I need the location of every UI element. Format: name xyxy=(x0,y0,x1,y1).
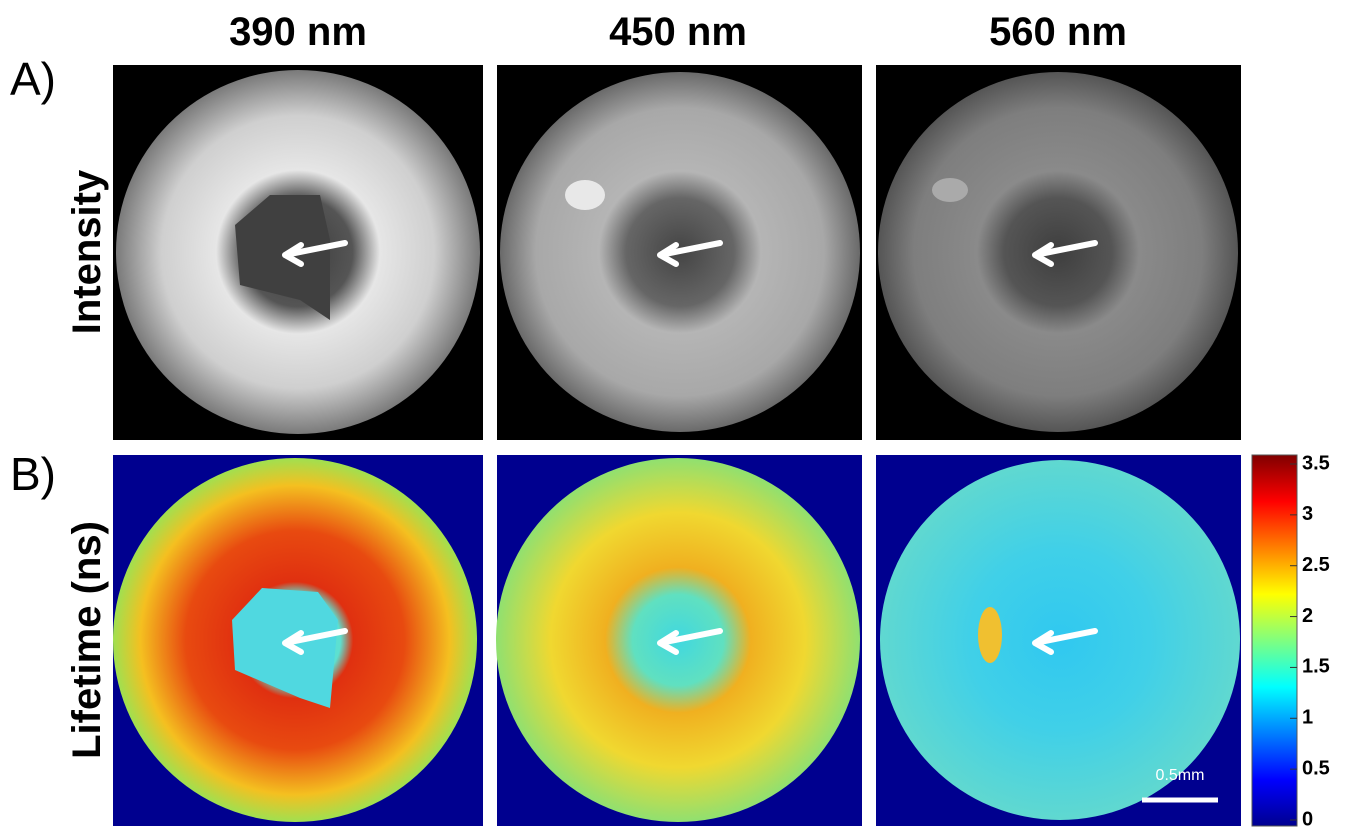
panel-label: B) xyxy=(10,448,56,500)
lifetime-390 xyxy=(113,455,483,826)
row-label: Lifetime (ns) xyxy=(65,521,109,759)
colorbar xyxy=(1252,455,1297,826)
row-label: Intensity xyxy=(65,169,109,334)
scale-bar-label: 0.5mm xyxy=(1156,767,1205,784)
colorbar-tick-label: 2 xyxy=(1302,605,1313,627)
figure: 390 nm 450 nm 560 nm A) B) Intensity Lif… xyxy=(0,0,1350,831)
colorbar-tick-label: 2.5 xyxy=(1302,554,1330,576)
colorbar-tick-label: 0 xyxy=(1302,808,1313,830)
colorbar-tick-label: 3 xyxy=(1302,503,1313,525)
column-title: 390 nm xyxy=(229,10,367,54)
colorbar-tick-label: 0.5 xyxy=(1302,757,1330,779)
lifetime-450 xyxy=(496,455,862,826)
column-title: 450 nm xyxy=(609,10,747,54)
lifetime-560: 0.5mm xyxy=(876,455,1241,826)
column-title: 560 nm xyxy=(989,10,1127,54)
panel-label: A) xyxy=(10,53,56,105)
intensity-560 xyxy=(876,65,1241,440)
colorbar-tick-label: 3.5 xyxy=(1302,452,1330,474)
intensity-450 xyxy=(497,65,862,440)
colorbar-tick-label: 1 xyxy=(1302,707,1313,729)
colorbar-tick-label: 1.5 xyxy=(1302,656,1330,678)
intensity-390 xyxy=(113,65,483,440)
